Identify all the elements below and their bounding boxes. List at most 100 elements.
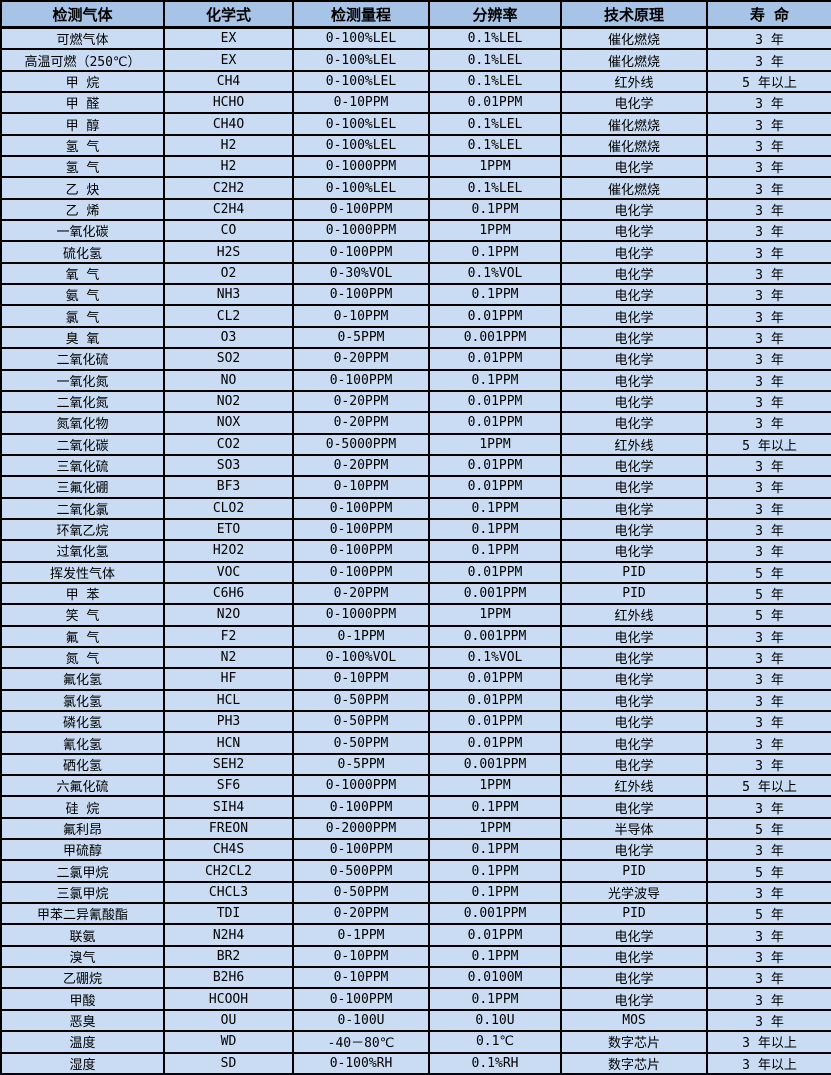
cell-range: 0-100%LEL	[292, 112, 430, 136]
cell-resolution: 0.1%LEL	[428, 48, 562, 72]
cell-formula: CH4O	[163, 112, 294, 136]
table-row: 溴气 BR2 0-10PPM 0.1PPM 电化学 3 年	[0, 944, 831, 969]
cell-range: 0-100PPM	[292, 539, 430, 563]
cell-resolution: 0.01PPM	[428, 304, 562, 328]
table-row: 硒化氢 SEH2 0-5PPM 0.001PPM 电化学 3 年	[0, 752, 831, 777]
cell-principle: 电化学	[560, 688, 708, 713]
table-row: 二氧化氯 CLO2 0-100PPM 0.1PPM 电化学 3 年	[0, 496, 831, 520]
cell-principle: 数字芯片	[560, 1030, 708, 1054]
cell-lifespan: 3 年	[706, 176, 831, 200]
table-row: 氮 气 N2 0-100%VOL 0.1%VOL 电化学 3 年	[0, 645, 831, 670]
cell-gas: 氰化氢	[0, 731, 165, 755]
cell-resolution: 0.1PPM	[428, 197, 562, 222]
cell-resolution: 0.001PPM	[428, 902, 562, 926]
cell-lifespan: 3 年	[706, 966, 831, 990]
cell-formula: NH3	[163, 283, 294, 307]
cell-gas: 环氧乙烷	[0, 517, 165, 542]
cell-gas: 氮氧化物	[0, 411, 165, 435]
cell-principle: PID	[560, 859, 708, 883]
cell-formula: PH3	[163, 709, 294, 734]
table-row: 六氟化硫 SF6 0-1000PPM 1PPM 红外线 5 年以上	[0, 774, 831, 798]
cell-range: 0-100%LEL	[292, 26, 430, 51]
cell-lifespan: 5 年	[706, 603, 831, 627]
cell-range: 0-100%LEL	[292, 69, 430, 94]
cell-range: 0-20PPM	[292, 902, 430, 926]
cell-range: 0-100%LEL	[292, 176, 430, 200]
cell-gas: 乙 炔	[0, 176, 165, 200]
cell-range: 0-100PPM	[292, 197, 430, 222]
cell-lifespan: 3 年	[706, 880, 831, 905]
cell-resolution: 0.01PPM	[428, 91, 562, 115]
table-row: 一氧化氮 NO 0-100PPM 0.1PPM 电化学 3 年	[0, 368, 831, 392]
cell-gas: 臭 氧	[0, 325, 165, 350]
cell-resolution: 0.1%LEL	[428, 133, 562, 158]
cell-formula: VOC	[163, 560, 294, 584]
header-cell-resolution: 分辨率	[428, 0, 562, 29]
cell-lifespan: 3 年	[706, 709, 831, 734]
cell-lifespan: 5 年以上	[706, 432, 831, 456]
cell-gas: 一氧化氮	[0, 368, 165, 392]
cell-gas: 二氧化碳	[0, 432, 165, 456]
cell-principle: 电化学	[560, 325, 708, 350]
table-row: 二氧化氮 NO2 0-20PPM 0.01PPM 电化学 3 年	[0, 389, 831, 414]
cell-lifespan: 3 年	[706, 987, 831, 1011]
cell-range: 0-50PPM	[292, 709, 430, 734]
cell-formula: NO	[163, 368, 294, 392]
cell-principle: 电化学	[560, 453, 708, 478]
cell-formula: OU	[163, 1008, 294, 1033]
cell-gas: 甲 烷	[0, 69, 165, 94]
cell-resolution: 0.001PPM	[428, 624, 562, 648]
cell-gas: 甲硫醇	[0, 838, 165, 862]
cell-range: 0-10PPM	[292, 966, 430, 990]
cell-lifespan: 3 年	[706, 112, 831, 136]
cell-gas: 氧 气	[0, 261, 165, 286]
cell-range: 0-5PPM	[292, 325, 430, 350]
cell-lifespan: 3 年	[706, 368, 831, 392]
cell-gas: 高温可燃（250℃）	[0, 48, 165, 72]
table-row: 恶臭 OU 0-100U 0.10U MOS 3 年	[0, 1008, 831, 1033]
cell-range: 0-100%VOL	[292, 645, 430, 670]
table-row: 氧 气 O2 0-30%VOL 0.1%VOL 电化学 3 年	[0, 261, 831, 286]
cell-range: 0-100%LEL	[292, 48, 430, 72]
cell-range: 0-1000PPM	[292, 219, 430, 243]
table-row: 氮氧化物 NOX 0-20PPM 0.01PPM 电化学 3 年	[0, 411, 831, 435]
cell-formula: CH2CL2	[163, 859, 294, 883]
cell-gas: 氟 气	[0, 624, 165, 648]
table-row: 甲硫醇 CH4S 0-100PPM 0.1PPM 电化学 3 年	[0, 838, 831, 862]
cell-range: 0-20PPM	[292, 347, 430, 371]
cell-formula: H2	[163, 133, 294, 158]
cell-resolution: 0.1PPM	[428, 944, 562, 969]
table-row: 三氟化硼 BF3 0-10PPM 0.01PPM 电化学 3 年	[0, 475, 831, 499]
cell-resolution: 1PPM	[428, 603, 562, 627]
cell-gas: 甲 醇	[0, 112, 165, 136]
cell-resolution: 0.01PPM	[428, 667, 562, 691]
cell-formula: F2	[163, 624, 294, 648]
table-row: 乙 炔 C2H2 0-100%LEL 0.1%LEL 催化燃烧 3 年	[0, 176, 831, 200]
cell-lifespan: 3 年	[706, 1008, 831, 1033]
cell-resolution: 0.1PPM	[428, 517, 562, 542]
cell-resolution: 0.01PPM	[428, 475, 562, 499]
cell-principle: 电化学	[560, 347, 708, 371]
table-row: 氟化氢 HF 0-10PPM 0.01PPM 电化学 3 年	[0, 667, 831, 691]
cell-lifespan: 5 年	[706, 816, 831, 841]
cell-formula: BF3	[163, 475, 294, 499]
cell-principle: 红外线	[560, 603, 708, 627]
cell-formula: N2	[163, 645, 294, 670]
cell-principle: 电化学	[560, 91, 708, 115]
cell-formula: BR2	[163, 944, 294, 969]
cell-lifespan: 3 年	[706, 645, 831, 670]
cell-range: 0-10PPM	[292, 304, 430, 328]
table-body: 可燃气体 EX 0-100%LEL 0.1%LEL 催化燃烧 3 年高温可燃（250℃） E…	[0, 26, 831, 1075]
cell-formula: CO2	[163, 432, 294, 456]
cell-formula: EX	[163, 26, 294, 51]
table-row: 氨 气 NH3 0-100PPM 0.1PPM 电化学 3 年	[0, 283, 831, 307]
cell-resolution: 0.01PPM	[428, 347, 562, 371]
header-row: 检测气体 化学式 检测量程 分辨率 技术原理 寿 命	[0, 0, 831, 29]
cell-resolution: 0.001PPM	[428, 752, 562, 777]
cell-lifespan: 5 年	[706, 581, 831, 606]
cell-resolution: 0.1%VOL	[428, 645, 562, 670]
cell-formula: ETO	[163, 517, 294, 542]
cell-gas: 可燃气体	[0, 26, 165, 51]
cell-gas: 笑 气	[0, 603, 165, 627]
cell-resolution: 0.01PPM	[428, 560, 562, 584]
